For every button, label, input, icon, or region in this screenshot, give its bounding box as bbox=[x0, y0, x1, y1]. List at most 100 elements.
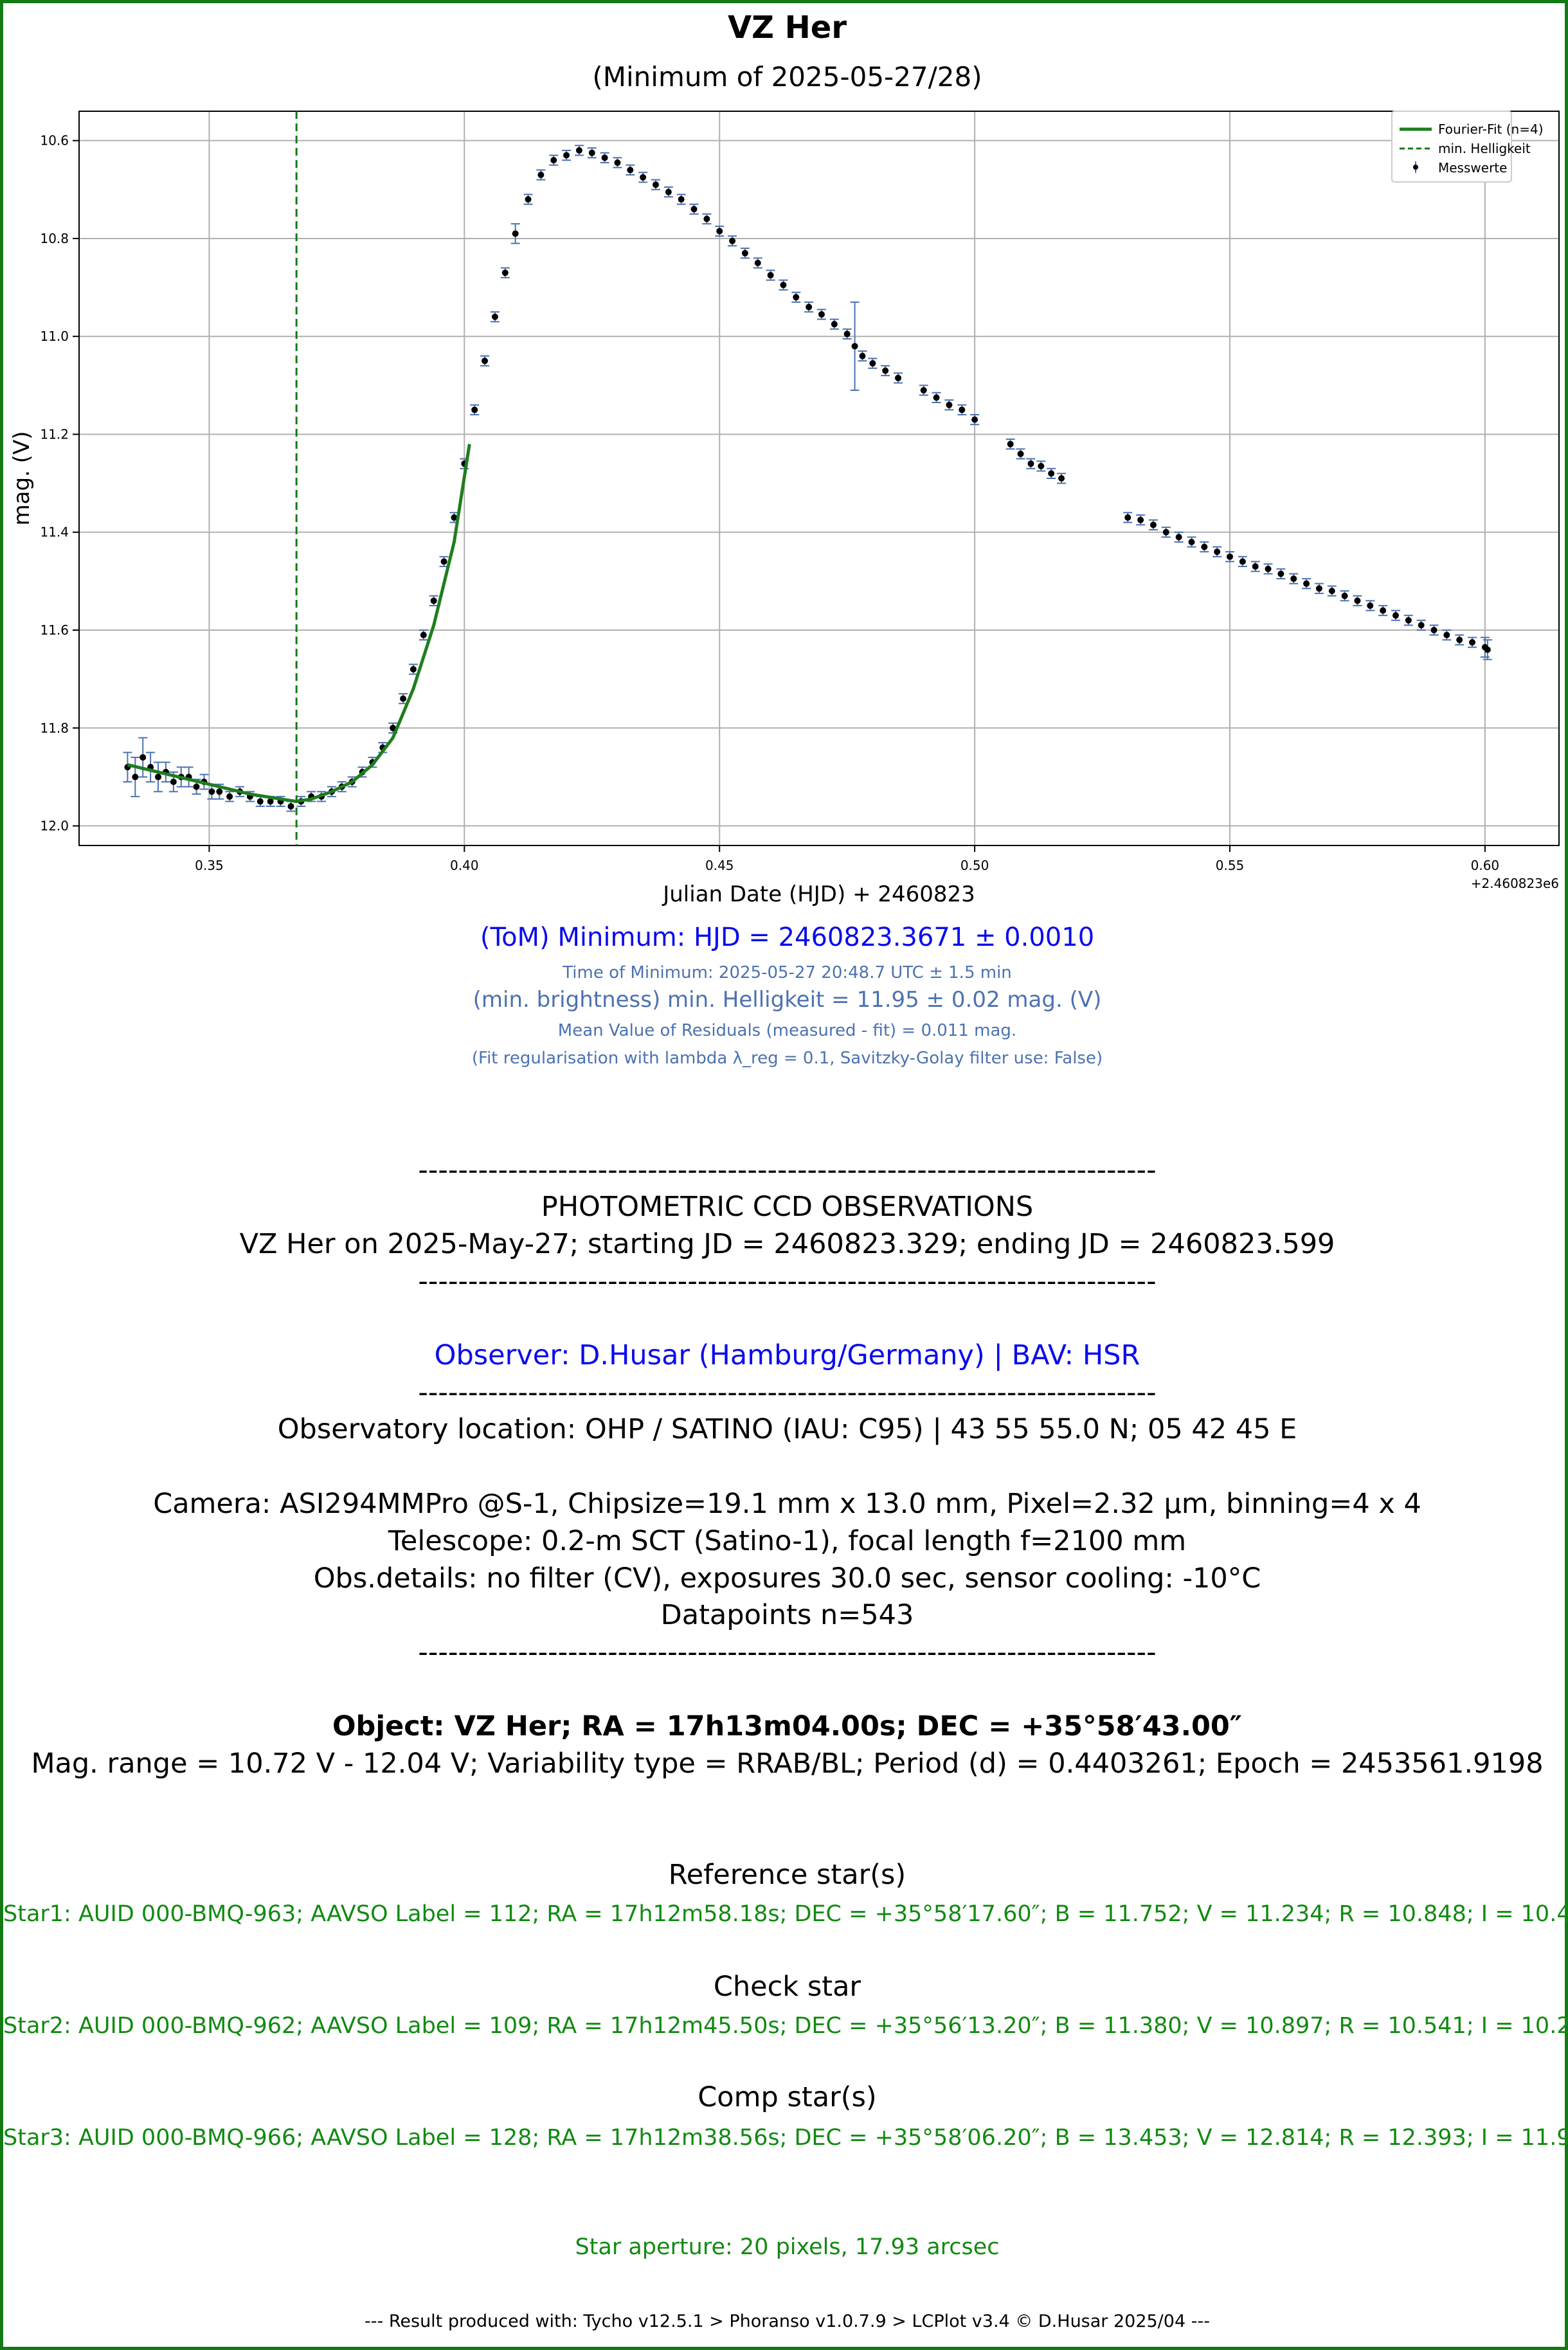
data-point bbox=[1290, 575, 1297, 583]
data-point bbox=[895, 374, 902, 381]
data-point bbox=[588, 149, 595, 156]
fourier-fit-line bbox=[127, 444, 471, 804]
fit-layer bbox=[127, 444, 471, 804]
data-point bbox=[491, 313, 498, 320]
data-point bbox=[1328, 588, 1335, 595]
data-point bbox=[132, 773, 139, 781]
data-point bbox=[780, 282, 787, 289]
data-point bbox=[665, 188, 672, 195]
axis-layer: 0.35 0.40 0.45 0.50 0.55 0.60 10.6 10.8 11.0 11.2… bbox=[40, 133, 1499, 873]
errorbar-layer bbox=[123, 145, 1492, 812]
reference-star-line: Star1: AUID 000-BMQ-963; AAVSO Label = 1… bbox=[3, 1901, 1568, 1927]
data-point bbox=[1149, 521, 1157, 529]
data-point bbox=[440, 558, 447, 565]
data-point bbox=[1162, 529, 1169, 536]
data-point bbox=[1456, 637, 1463, 644]
data-point bbox=[1124, 514, 1131, 521]
data-point bbox=[193, 783, 200, 790]
data-point bbox=[703, 215, 710, 222]
data-point bbox=[1137, 516, 1144, 523]
time-of-minimum: Time of Minimum: 2025-05-27 20:48.7 UTC … bbox=[563, 963, 1012, 982]
separator-2: ----------------------------------------… bbox=[418, 1265, 1157, 1297]
data-point bbox=[208, 788, 215, 795]
y-tick-label: 10.6 bbox=[40, 133, 69, 149]
minimum-result: (ToM) Minimum: HJD = 2460823.3671 ± 0.00… bbox=[480, 923, 1095, 952]
data-point bbox=[400, 695, 407, 702]
data-point bbox=[563, 152, 570, 159]
x-tick-label: 0.35 bbox=[195, 858, 224, 873]
observatory-location: Observatory location: OHP / SATINO (IAU:… bbox=[277, 1413, 1297, 1445]
data-point bbox=[1354, 597, 1361, 604]
camera-details: Camera: ASI294MMPro @S-1, Chipsize=19.1 … bbox=[153, 1488, 1421, 1520]
data-point bbox=[690, 206, 698, 213]
data-point bbox=[1392, 612, 1399, 619]
data-point bbox=[843, 330, 851, 338]
data-point bbox=[512, 230, 519, 237]
legend-point-label: Messwerte bbox=[1438, 160, 1507, 176]
legend-fit-label: Fourier-Fit (n=4) bbox=[1438, 122, 1544, 137]
comp-star-line: Star3: AUID 000-BMQ-966; AAVSO Label = 1… bbox=[3, 2125, 1568, 2151]
point-layer bbox=[124, 147, 1491, 810]
data-point bbox=[1484, 646, 1491, 653]
data-point bbox=[614, 159, 621, 166]
object-variability: Mag. range = 10.72 V - 12.04 V; Variabil… bbox=[31, 1748, 1544, 1780]
data-point bbox=[482, 357, 489, 365]
x-axis-label: Julian Date (HJD) + 2460823 bbox=[662, 881, 975, 907]
data-point bbox=[1188, 538, 1195, 545]
data-point bbox=[1038, 462, 1045, 469]
data-point bbox=[869, 360, 876, 367]
data-point bbox=[1227, 553, 1234, 560]
data-point bbox=[716, 228, 723, 235]
fit-regularisation: (Fit regularisation with lambda λ_reg = … bbox=[471, 1049, 1103, 1068]
separator-3: ----------------------------------------… bbox=[418, 1377, 1157, 1409]
check-star-heading: Check star bbox=[713, 1971, 861, 2003]
data-point bbox=[1418, 622, 1425, 629]
grid-layer bbox=[79, 111, 1559, 845]
data-point bbox=[1443, 631, 1450, 638]
data-point bbox=[1175, 534, 1182, 541]
observations-heading: PHOTOMETRIC CCD OBSERVATIONS bbox=[541, 1191, 1034, 1223]
data-point bbox=[1430, 627, 1437, 634]
data-point bbox=[640, 174, 647, 181]
chart-title: VZ Her bbox=[727, 10, 847, 46]
data-point bbox=[390, 725, 397, 732]
telescope-details: Telescope: 0.2-m SCT (Satino-1), focal l… bbox=[388, 1525, 1187, 1557]
data-point bbox=[267, 798, 274, 805]
data-point bbox=[818, 311, 825, 318]
data-point bbox=[430, 597, 437, 604]
data-point bbox=[1380, 607, 1387, 614]
object-coordinates: Object: VZ Her; RA = 17h13m04.00s; DEC =… bbox=[332, 1710, 1242, 1742]
separator-4: ----------------------------------------… bbox=[418, 1636, 1157, 1668]
x-axis-offset-label: +2.460823e6 bbox=[1471, 876, 1559, 891]
data-point bbox=[451, 514, 458, 521]
light-curve-chart: 0.35 0.40 0.45 0.50 0.55 0.60 10.6 10.8 11.0 11.2… bbox=[9, 111, 1560, 907]
data-point bbox=[501, 269, 509, 276]
separator-1: ----------------------------------------… bbox=[418, 1154, 1157, 1186]
data-point bbox=[420, 631, 427, 638]
datapoints-count: Datapoints n=543 bbox=[660, 1599, 914, 1631]
data-point bbox=[1252, 563, 1259, 570]
y-tick-label: 12.0 bbox=[40, 818, 69, 834]
data-point bbox=[575, 147, 582, 154]
data-point bbox=[257, 798, 264, 805]
data-point bbox=[933, 394, 940, 401]
data-point bbox=[882, 367, 889, 374]
y-tick-label: 11.6 bbox=[40, 622, 69, 638]
x-tick-label: 0.45 bbox=[705, 858, 734, 873]
x-tick-label: 0.40 bbox=[450, 858, 479, 873]
data-point bbox=[1214, 548, 1221, 556]
observations-range: VZ Her on 2025-May-27; starting JD = 246… bbox=[239, 1228, 1335, 1260]
data-point bbox=[216, 788, 223, 795]
chart-legend: Fourier-Fit (n=4) min. Helligkeit Messwe… bbox=[1391, 111, 1544, 183]
data-point bbox=[550, 157, 557, 164]
data-point bbox=[1367, 602, 1374, 609]
data-point bbox=[601, 154, 608, 161]
data-point bbox=[729, 237, 736, 244]
y-tick-label: 11.0 bbox=[40, 329, 69, 344]
residuals-mean: Mean Value of Residuals (measured - fit)… bbox=[557, 1021, 1017, 1040]
data-point bbox=[1058, 475, 1065, 482]
data-point bbox=[741, 249, 748, 257]
check-star-line: Star2: AUID 000-BMQ-962; AAVSO Label = 1… bbox=[3, 2013, 1568, 2039]
observer-line: Observer: D.Husar (Hamburg/Germany) | BA… bbox=[434, 1339, 1140, 1371]
data-point bbox=[471, 406, 478, 413]
